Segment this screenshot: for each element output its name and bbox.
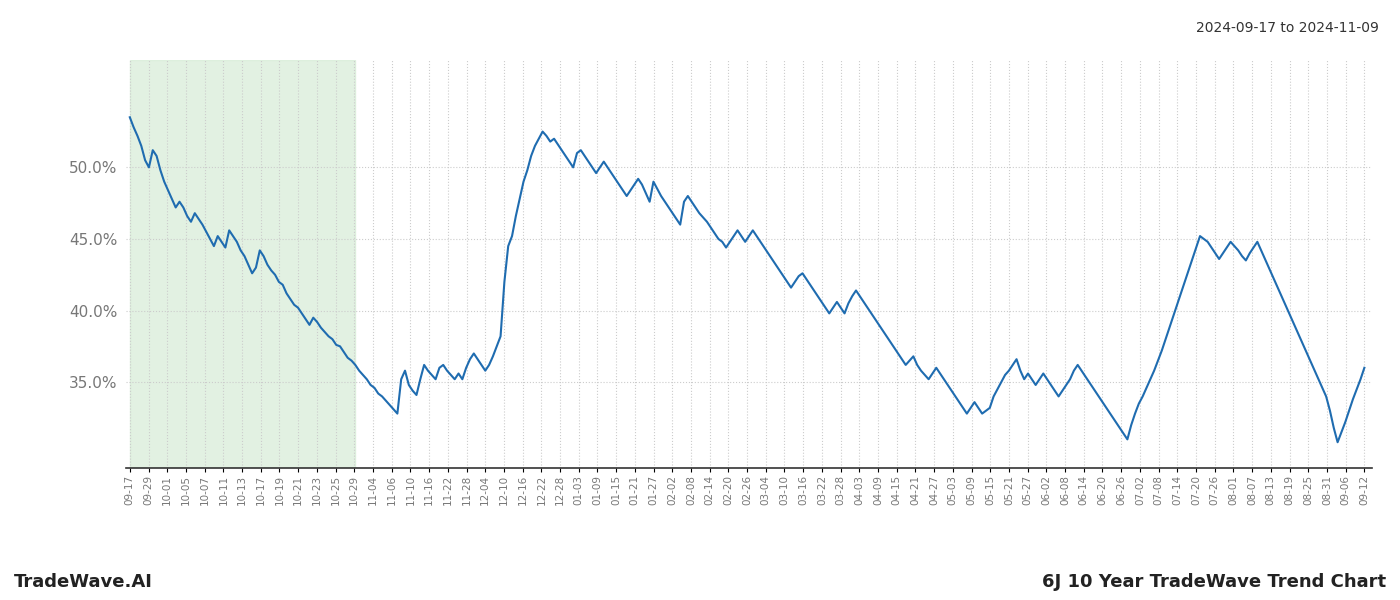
Bar xyxy=(130,60,356,468)
Text: 2024-09-17 to 2024-11-09: 2024-09-17 to 2024-11-09 xyxy=(1196,21,1379,35)
Text: 6J 10 Year TradeWave Trend Chart: 6J 10 Year TradeWave Trend Chart xyxy=(1042,573,1386,591)
Text: TradeWave.AI: TradeWave.AI xyxy=(14,573,153,591)
